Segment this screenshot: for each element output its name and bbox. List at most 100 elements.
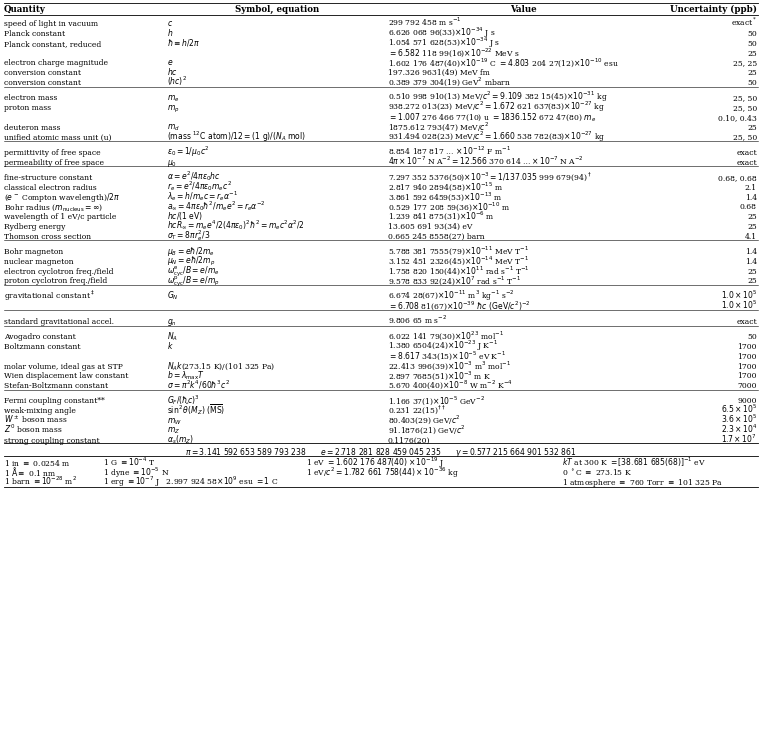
Text: $\mu_N = e\hbar/2m_p$: $\mu_N = e\hbar/2m_p$	[167, 255, 216, 268]
Text: 25, 50: 25, 50	[733, 134, 757, 142]
Text: 1.4: 1.4	[745, 194, 757, 202]
Text: 0.68: 0.68	[740, 203, 757, 211]
Text: 1 eV/$c^2 = 1.782\ 661\ 758(44)\times10^{-36}$ kg: 1 eV/$c^2 = 1.782\ 661\ 758(44)\times10^…	[306, 465, 459, 479]
Text: $N_A k$(273.15 K)/(101 325 Pa): $N_A k$(273.15 K)/(101 325 Pa)	[167, 360, 275, 372]
Text: 1.380 6504(24)$\times10^{-23}$ J K$^{-1}$: 1.380 6504(24)$\times10^{-23}$ J K$^{-1}…	[388, 338, 498, 353]
Text: $1.0\times10^5$: $1.0\times10^5$	[721, 289, 757, 301]
Text: 5.670 400(40)$\times10^{-8}$ W m$^{-2}$ K$^{-4}$: 5.670 400(40)$\times10^{-8}$ W m$^{-2}$ …	[388, 379, 513, 392]
Text: 1 atmosphere $\equiv$ 760 Torr $\equiv$ 101 325 Pa: 1 atmosphere $\equiv$ 760 Torr $\equiv$ …	[562, 477, 723, 489]
Text: 0.665 245 8558(27) barn: 0.665 245 8558(27) barn	[388, 232, 485, 241]
Text: 25: 25	[748, 268, 757, 276]
Text: 1.166 37(1)$\times10^{-5}$ GeV$^{-2}$: 1.166 37(1)$\times10^{-5}$ GeV$^{-2}$	[388, 394, 485, 406]
Text: 2.1: 2.1	[745, 184, 757, 192]
Text: 1 barn $\equiv 10^{-28}$ m$^2$: 1 barn $\equiv 10^{-28}$ m$^2$	[4, 475, 77, 487]
Text: $\omega^\mathrm{e}_\mathrm{cyc}/B = e/m_e$: $\omega^\mathrm{e}_\mathrm{cyc}/B = e/m_…	[167, 265, 219, 279]
Text: 9.806 65 m s$^{-2}$: 9.806 65 m s$^{-2}$	[388, 314, 447, 326]
Text: $hc$: $hc$	[167, 66, 178, 77]
Text: 22.413 996(39)$\times10^{-3}$ m$^3$ mol$^{-1}$: 22.413 996(39)$\times10^{-3}$ m$^3$ mol$…	[388, 359, 511, 372]
Text: $2.3\times10^4$: $2.3\times10^4$	[721, 422, 757, 435]
Text: 9000: 9000	[738, 398, 757, 406]
Text: $a_\infty = 4\pi\epsilon_0\hbar^2/m_e e^2 = r_e\alpha^{-2}$: $a_\infty = 4\pi\epsilon_0\hbar^2/m_e e^…	[167, 199, 266, 213]
Text: 1 eV $= 1.602\ 176\ 487(40)\times10^{-19}$ J: 1 eV $= 1.602\ 176\ 487(40)\times10^{-19…	[306, 455, 444, 470]
Text: $\hbar \equiv h/2\pi$: $\hbar \equiv h/2\pi$	[167, 38, 200, 49]
Text: 2.817 940 2894(58)$\times10^{-15}$ m: 2.817 940 2894(58)$\times10^{-15}$ m	[388, 180, 503, 193]
Text: $= 6.708$ 81(67)$\times10^{-39}\ \hbar c\ (\mathrm{GeV}/c^2)^{-2}$: $= 6.708$ 81(67)$\times10^{-39}\ \hbar c…	[388, 299, 530, 312]
Text: $hcR_\infty = m_e e^4/2(4\pi\epsilon_0)^2\hbar^2 = m_e c^2\alpha^2/2$: $hcR_\infty = m_e e^4/2(4\pi\epsilon_0)^…	[167, 218, 305, 232]
Text: $= 1.007$ 276 466 77(10) u $= 1836.152$ 672 47(80) $m_e$: $= 1.007$ 276 466 77(10) u $= 1836.152$ …	[388, 112, 596, 124]
Text: Bohr magneton: Bohr magneton	[4, 248, 63, 256]
Text: 1 dyne $\equiv 10^{-5}$ N: 1 dyne $\equiv 10^{-5}$ N	[103, 465, 169, 479]
Text: 1.4: 1.4	[745, 258, 757, 266]
Text: $3.6\times10^5$: $3.6\times10^5$	[721, 413, 757, 425]
Text: exact$^*$: exact$^*$	[731, 16, 757, 28]
Text: fine-structure constant: fine-structure constant	[4, 174, 92, 182]
Text: $b = \lambda_\mathrm{max}T$: $b = \lambda_\mathrm{max}T$	[167, 370, 205, 382]
Text: standard gravitational accel.: standard gravitational accel.	[4, 318, 114, 326]
Text: exact: exact	[736, 318, 757, 326]
Text: 7000: 7000	[738, 382, 757, 390]
Text: $G_F/(\hbar c)^3$: $G_F/(\hbar c)^3$	[167, 393, 200, 407]
Text: $(\mathrm{mass}\ ^{12}\mathrm{C}\ \mathrm{atom})/12 = (1\ \mathrm{g})/(N_A\ \mat: $(\mathrm{mass}\ ^{12}\mathrm{C}\ \mathr…	[167, 129, 306, 143]
Text: nuclear magneton: nuclear magneton	[4, 258, 74, 266]
Text: 1.239 841 875(31)$\times10^{-6}$ m: 1.239 841 875(31)$\times10^{-6}$ m	[388, 210, 495, 222]
Text: Rydberg energy: Rydberg energy	[4, 223, 66, 231]
Text: $\epsilon_0 = 1/\mu_0 c^2$: $\epsilon_0 = 1/\mu_0 c^2$	[167, 145, 210, 159]
Text: 91.1876(21) GeV/$c^2$: 91.1876(21) GeV/$c^2$	[388, 423, 466, 436]
Text: conversion constant: conversion constant	[4, 79, 81, 87]
Text: 0.510 998 910(13) MeV/$c^2 = 9.109$ 382 15(45)$\times10^{-31}$ kg: 0.510 998 910(13) MeV/$c^2 = 9.109$ 382 …	[388, 90, 608, 104]
Text: $k$: $k$	[167, 340, 174, 351]
Text: 25, 50: 25, 50	[733, 104, 757, 112]
Text: wavelength of 1 eV/c particle: wavelength of 1 eV/c particle	[4, 213, 117, 221]
Text: $\sin^2\hat{\theta}(M_Z)\ (\overline{\mathrm{MS}})$: $\sin^2\hat{\theta}(M_Z)\ (\overline{\ma…	[167, 400, 226, 417]
Text: 50: 50	[748, 79, 757, 87]
Text: conversion constant: conversion constant	[4, 69, 81, 77]
Text: $(hc)^2$: $(hc)^2$	[167, 75, 187, 88]
Text: 8.854 187 817 $\ldots \times10^{-12}$ F m$^{-1}$: 8.854 187 817 $\ldots \times10^{-12}$ F …	[388, 145, 511, 157]
Text: classical electron radius: classical electron radius	[4, 184, 97, 192]
Text: $\mu_B = e\hbar/2m_e$: $\mu_B = e\hbar/2m_e$	[167, 245, 215, 258]
Text: Bohr radius ($m_\mathrm{nucleus} = \infty$): Bohr radius ($m_\mathrm{nucleus} = \inft…	[4, 202, 104, 213]
Text: 80.403(29) GeV/$c^2$: 80.403(29) GeV/$c^2$	[388, 413, 461, 426]
Text: Avogadro constant: Avogadro constant	[4, 333, 75, 341]
Text: 4.1: 4.1	[745, 232, 757, 241]
Text: 1700: 1700	[738, 343, 757, 351]
Text: 25: 25	[748, 69, 757, 77]
Text: 0.10, 0.43: 0.10, 0.43	[718, 114, 757, 122]
Text: 2.897 7685(51)$\times10^{-3}$ m K: 2.897 7685(51)$\times10^{-3}$ m K	[388, 369, 491, 382]
Text: 0.1176(20): 0.1176(20)	[388, 436, 431, 445]
Text: unified atomic mass unit (u): unified atomic mass unit (u)	[4, 134, 111, 142]
Text: Symbol, equation: Symbol, equation	[235, 5, 319, 14]
Text: weak-mixing angle: weak-mixing angle	[4, 407, 76, 416]
Text: exact: exact	[736, 149, 757, 157]
Text: 931.494 028(23) MeV/$c^2 = 1.660$ 538 782(83)$\times10^{-27}$ kg: 931.494 028(23) MeV/$c^2 = 1.660$ 538 78…	[388, 129, 605, 143]
Text: 938.272 013(23) MeV/$c^2 = 1.672$ 621 637(83)$\times10^{-27}$ kg: 938.272 013(23) MeV/$c^2 = 1.672$ 621 63…	[388, 100, 605, 114]
Text: 0.529 177 208 59(36)$\times10^{-10}$ m: 0.529 177 208 59(36)$\times10^{-10}$ m	[388, 200, 511, 212]
Text: 25, 50: 25, 50	[733, 94, 757, 103]
Text: 1 in $\equiv$ 0.0254 m: 1 in $\equiv$ 0.0254 m	[4, 458, 71, 468]
Text: $6.5\times10^5$: $6.5\times10^5$	[721, 403, 757, 416]
Text: 0.68, 0.68: 0.68, 0.68	[719, 174, 757, 182]
Text: molar volume, ideal gas at STP: molar volume, ideal gas at STP	[4, 362, 123, 370]
Text: 1700: 1700	[738, 362, 757, 370]
Text: proton mass: proton mass	[4, 104, 51, 112]
Text: 50: 50	[748, 40, 757, 48]
Text: 25: 25	[748, 50, 757, 58]
Text: Stefan-Boltzmann constant: Stefan-Boltzmann constant	[4, 382, 108, 390]
Text: permeability of free space: permeability of free space	[4, 159, 104, 166]
Text: $= 6.582$ 118 99(16)$\times10^{-22}$ MeV s: $= 6.582$ 118 99(16)$\times10^{-22}$ MeV…	[388, 46, 520, 58]
Text: 0.389 379 304(19) GeV$^2$ mbarn: 0.389 379 304(19) GeV$^2$ mbarn	[388, 76, 511, 88]
Text: $\sigma_T = 8\pi r_e^2/3$: $\sigma_T = 8\pi r_e^2/3$	[167, 229, 210, 243]
Text: electron charge magnitude: electron charge magnitude	[4, 59, 108, 68]
Text: Wien displacement law constant: Wien displacement law constant	[4, 373, 128, 380]
Text: 6.626 068 96(33)$\times10^{-34}$ J s: 6.626 068 96(33)$\times10^{-34}$ J s	[388, 26, 495, 40]
Text: 25: 25	[748, 124, 757, 132]
Text: 1 G $\equiv 10^{-4}$ T: 1 G $\equiv 10^{-4}$ T	[103, 455, 155, 468]
Text: $e$: $e$	[167, 58, 174, 68]
Text: 25: 25	[748, 223, 757, 231]
Text: 0.231 22(15)$^{\dagger\dagger}$: 0.231 22(15)$^{\dagger\dagger}$	[388, 404, 446, 416]
Text: Fermi coupling constant**: Fermi coupling constant**	[4, 398, 104, 406]
Text: electron mass: electron mass	[4, 94, 57, 103]
Text: $\alpha = e^2/4\pi\epsilon_0 hc$: $\alpha = e^2/4\pi\epsilon_0 hc$	[167, 170, 221, 184]
Text: $\mu_0$: $\mu_0$	[167, 158, 177, 169]
Text: 6.022 141 79(30)$\times10^{23}$ mol$^{-1}$: 6.022 141 79(30)$\times10^{23}$ mol$^{-1…	[388, 330, 504, 342]
